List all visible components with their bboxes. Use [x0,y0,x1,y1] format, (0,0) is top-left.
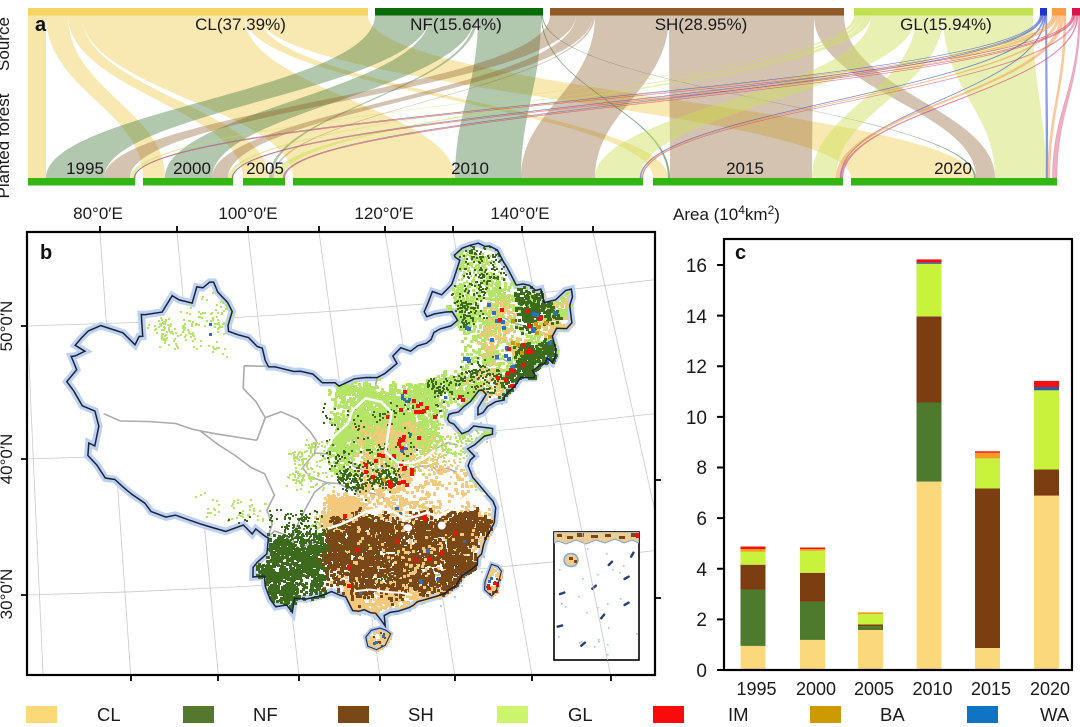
svg-text:14: 14 [686,307,708,328]
svg-text:40°0′N: 40°0′N [0,434,16,485]
svg-text:GL(15.94%): GL(15.94%) [900,15,992,34]
svg-text:c: c [735,242,746,264]
svg-text:6: 6 [696,509,707,530]
svg-text:Source: Source [0,17,13,71]
svg-text:CL(37.39%): CL(37.39%) [195,15,286,34]
svg-text:50°0′N: 50°0′N [0,301,16,352]
svg-text:2000: 2000 [173,159,211,178]
svg-text:1995: 1995 [66,159,104,178]
svg-text:NF: NF [253,704,278,725]
svg-text:BA: BA [880,704,905,725]
svg-text:WA: WA [1040,704,1070,725]
svg-text:12: 12 [686,357,707,378]
svg-text:2: 2 [696,610,707,631]
svg-text:a: a [35,14,47,36]
svg-text:b: b [40,242,52,264]
svg-text:4: 4 [696,560,707,581]
svg-text:2020: 2020 [1030,679,1070,699]
svg-text:2010: 2010 [912,679,952,699]
svg-text:2005: 2005 [246,159,284,178]
svg-text:2005: 2005 [854,679,894,699]
svg-text:NF(15.64%): NF(15.64%) [410,15,502,34]
svg-text:2000: 2000 [796,679,836,699]
svg-text:CL: CL [97,704,121,725]
svg-text:10: 10 [686,408,707,429]
svg-text:SH(28.95%): SH(28.95%) [655,15,748,34]
svg-text:IM: IM [728,704,749,725]
svg-text:GL: GL [568,704,593,725]
svg-text:1995: 1995 [736,679,776,699]
svg-text:2015: 2015 [726,159,764,178]
svg-text:100°0′E: 100°0′E [218,204,277,223]
svg-text:30°0′N: 30°0′N [0,569,16,620]
svg-text:Planted forest: Planted forest [0,93,13,198]
svg-text:SH: SH [408,704,434,725]
svg-text:0: 0 [696,661,707,682]
svg-text:2020: 2020 [934,159,972,178]
svg-text:2010: 2010 [451,159,489,178]
svg-text:120°0′E: 120°0′E [354,204,413,223]
svg-text:8: 8 [696,458,707,479]
svg-text:80°0′E: 80°0′E [73,204,123,223]
svg-text:140°0′E: 140°0′E [490,204,549,223]
svg-text:Area (104km2): Area (104km2) [673,203,780,224]
svg-text:2015: 2015 [971,679,1011,699]
svg-text:16: 16 [686,256,707,277]
